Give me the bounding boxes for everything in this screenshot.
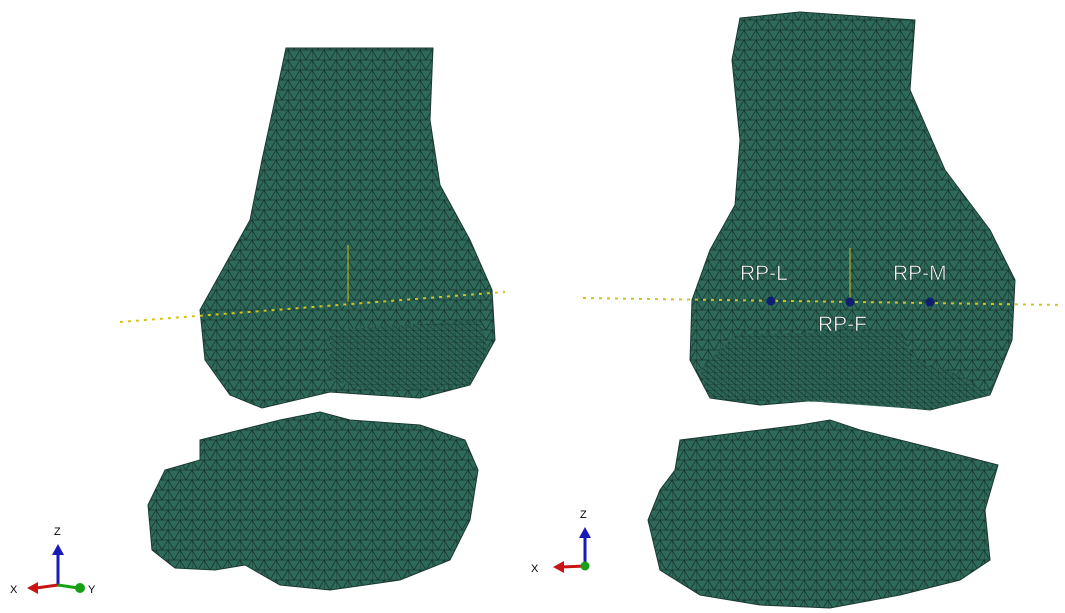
triad-y-head bbox=[581, 562, 590, 571]
left-tibia bbox=[148, 412, 478, 590]
triad-label: X bbox=[10, 584, 18, 596]
right-tibia bbox=[648, 420, 998, 608]
viewport: RP-L RP-F RP-M Z X Y Z X bbox=[0, 0, 1065, 613]
rp-label: RP-F bbox=[818, 313, 867, 336]
triad-label: Z bbox=[54, 526, 61, 538]
triad-label: X bbox=[531, 563, 539, 575]
left-condyle-band bbox=[330, 320, 488, 392]
triad-z-head bbox=[52, 544, 64, 555]
axis-triad: Z X Y bbox=[10, 526, 96, 596]
axis-triad: Z X bbox=[531, 509, 591, 575]
triad-x-head bbox=[553, 561, 564, 573]
reference-point bbox=[846, 298, 855, 307]
triad-y bbox=[58, 585, 78, 588]
triad-z-head bbox=[579, 527, 591, 538]
triad-label: Z bbox=[580, 509, 587, 521]
rp-label: RP-L bbox=[740, 262, 788, 285]
reference-point bbox=[767, 297, 776, 306]
triad-label: Y bbox=[88, 584, 96, 596]
reference-point bbox=[926, 298, 935, 307]
rp-label: RP-M bbox=[893, 262, 947, 285]
triad-y-head bbox=[75, 583, 85, 593]
triad-x bbox=[36, 585, 58, 588]
triad-x-head bbox=[27, 582, 38, 594]
